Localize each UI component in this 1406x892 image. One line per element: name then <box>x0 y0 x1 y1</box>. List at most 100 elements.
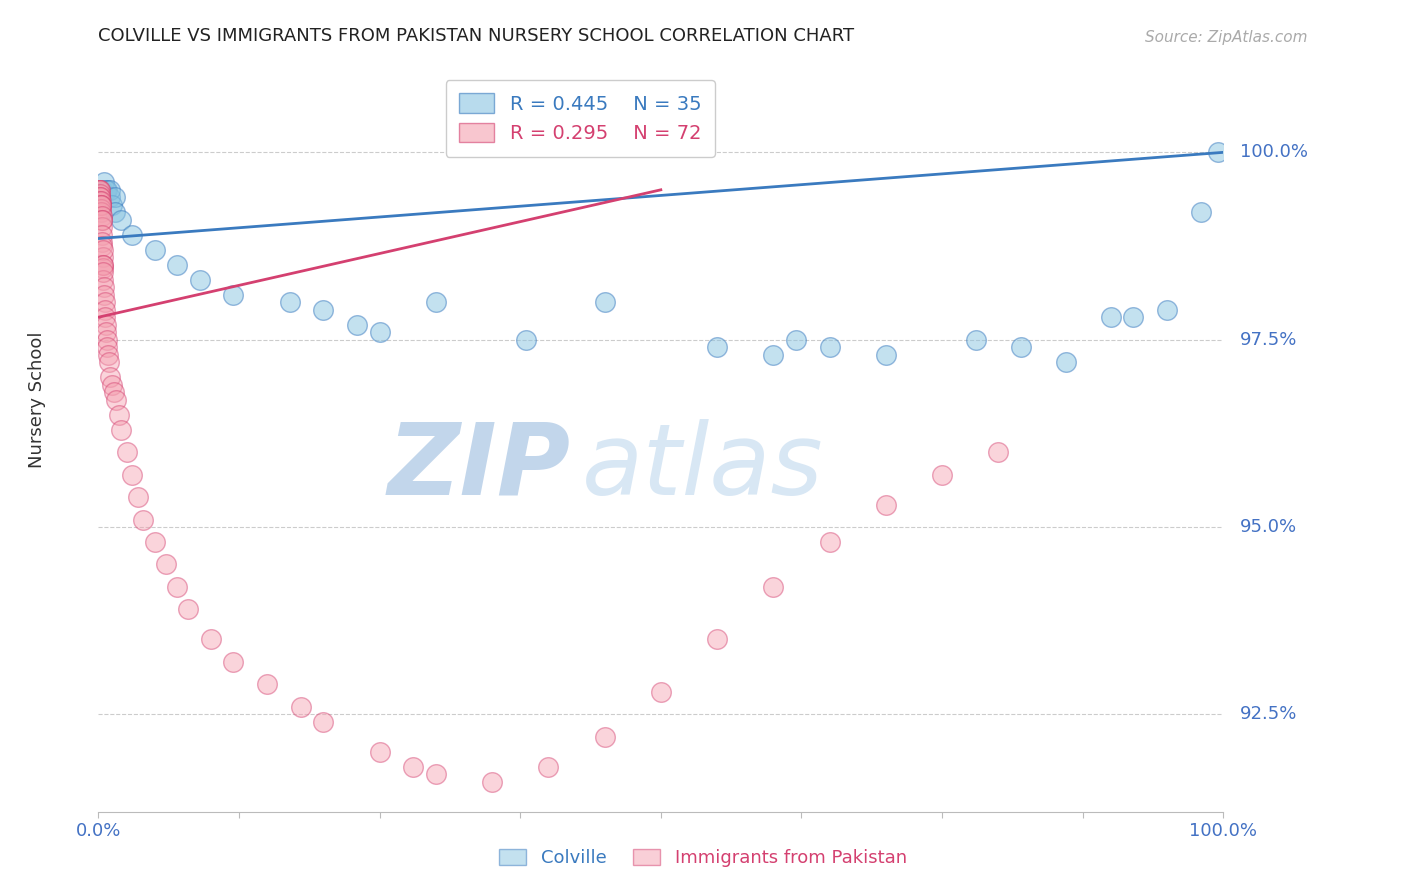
Point <box>104 205 127 219</box>
Point <box>90 209 112 223</box>
Point <box>87 183 110 197</box>
Point <box>650 685 672 699</box>
Point <box>121 467 143 482</box>
Point <box>91 243 114 257</box>
Point <box>537 760 560 774</box>
Point <box>96 183 118 197</box>
Point <box>89 190 111 204</box>
Point <box>346 318 368 332</box>
Point <box>90 198 112 212</box>
Point <box>785 333 807 347</box>
Text: atlas: atlas <box>582 418 824 516</box>
Point <box>93 175 115 189</box>
Point <box>98 370 121 384</box>
Point <box>177 602 200 616</box>
Point <box>107 408 129 422</box>
Point <box>402 760 425 774</box>
Point <box>166 580 188 594</box>
Point <box>368 745 391 759</box>
Point <box>96 340 118 354</box>
Point <box>278 295 301 310</box>
Point <box>1010 340 1032 354</box>
Point <box>90 220 112 235</box>
Point <box>91 239 114 253</box>
Point <box>104 190 127 204</box>
Text: ZIP: ZIP <box>388 418 571 516</box>
Point <box>143 243 166 257</box>
Point <box>875 498 897 512</box>
Point <box>875 348 897 362</box>
Point <box>818 340 841 354</box>
Point <box>166 258 188 272</box>
Point <box>425 767 447 781</box>
Text: COLVILLE VS IMMIGRANTS FROM PAKISTAN NURSERY SCHOOL CORRELATION CHART: COLVILLE VS IMMIGRANTS FROM PAKISTAN NUR… <box>98 27 855 45</box>
Point <box>90 212 112 227</box>
Point <box>1122 310 1144 325</box>
Point <box>1206 145 1229 160</box>
Point <box>132 512 155 526</box>
Point <box>515 333 537 347</box>
Point <box>127 490 149 504</box>
Point <box>90 212 112 227</box>
Text: 92.5%: 92.5% <box>1240 706 1298 723</box>
Point <box>762 348 785 362</box>
Text: 100.0%: 100.0% <box>1240 144 1308 161</box>
Point <box>103 385 125 400</box>
Point <box>93 280 115 294</box>
Point <box>368 325 391 339</box>
Point <box>256 677 278 691</box>
Point <box>222 287 245 301</box>
Point <box>93 265 115 279</box>
Text: 95.0%: 95.0% <box>1240 518 1298 536</box>
Point <box>200 632 222 647</box>
Point <box>97 355 120 369</box>
Point <box>93 287 115 301</box>
Point <box>188 273 211 287</box>
Point <box>91 258 114 272</box>
Point <box>290 699 312 714</box>
Point <box>91 258 114 272</box>
Point <box>90 205 112 219</box>
Point <box>91 250 114 264</box>
Point <box>96 333 118 347</box>
Point <box>312 714 335 729</box>
Point <box>110 423 132 437</box>
Point <box>90 202 112 216</box>
Point <box>96 183 118 197</box>
Point <box>89 186 111 201</box>
Point <box>110 212 132 227</box>
Point <box>1099 310 1122 325</box>
Point <box>90 198 112 212</box>
Point <box>89 194 111 208</box>
Point <box>93 295 115 310</box>
Point <box>115 445 138 459</box>
Point <box>90 198 112 212</box>
Point <box>91 261 114 276</box>
Point <box>94 318 117 332</box>
Point <box>89 190 111 204</box>
Point <box>94 310 117 325</box>
Point <box>818 535 841 549</box>
Point <box>706 632 728 647</box>
Point <box>89 183 111 197</box>
Point <box>98 190 121 204</box>
Point <box>93 273 115 287</box>
Point <box>90 183 112 197</box>
Point <box>96 325 118 339</box>
Point <box>90 194 112 208</box>
Point <box>94 302 117 317</box>
Point <box>593 730 616 744</box>
Point <box>312 302 335 317</box>
Point <box>987 445 1010 459</box>
Point <box>593 295 616 310</box>
Point <box>91 235 114 250</box>
Point <box>91 227 114 242</box>
Point <box>89 183 111 197</box>
Text: 97.5%: 97.5% <box>1240 331 1298 349</box>
Point <box>1054 355 1077 369</box>
Point <box>222 655 245 669</box>
Point <box>965 333 987 347</box>
Point <box>762 580 785 594</box>
Point <box>101 198 124 212</box>
Text: Source: ZipAtlas.com: Source: ZipAtlas.com <box>1144 29 1308 45</box>
